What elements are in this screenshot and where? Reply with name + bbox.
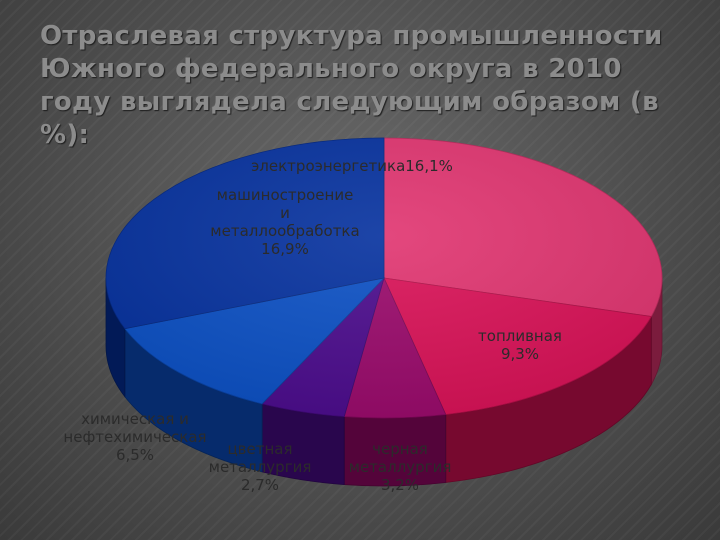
slice-label-1: топливная 9,3% [478, 327, 562, 363]
slice-label-4: химическая и нефтехимическая 6,5% [63, 410, 207, 464]
page-title: Отраслевая структура промышленности Южно… [40, 21, 663, 150]
slice-label-2: черная металлургия 3,2% [348, 440, 452, 494]
pie-sides [105, 277, 663, 487]
pie-shine [106, 138, 662, 418]
pie-tops [105, 137, 663, 419]
slice-label-0: электроэнергетика16,1% [251, 157, 453, 175]
slice-label-5: машиностроение и металлообработка 16,9% [210, 186, 360, 258]
slice-label-3: цветная металлургия 2,7% [208, 440, 312, 494]
